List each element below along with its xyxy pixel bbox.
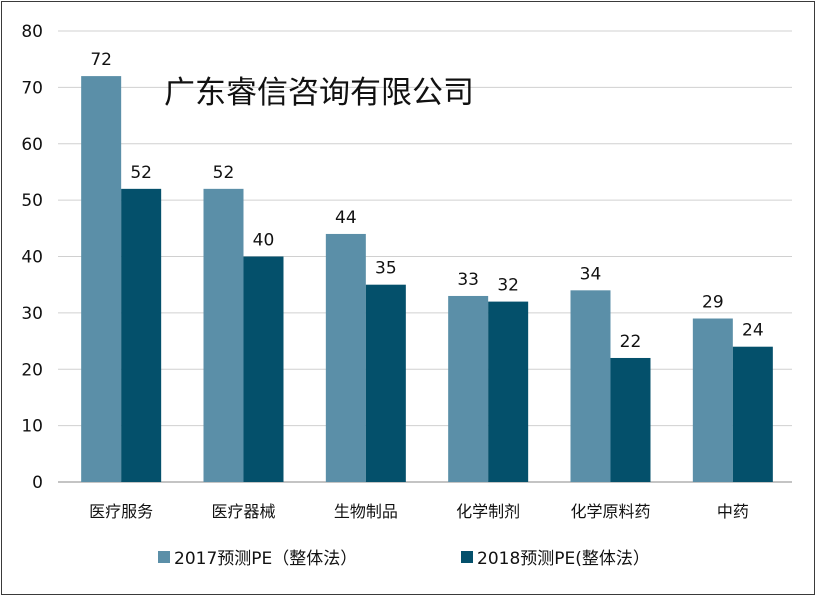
- data-label: 29: [702, 293, 724, 313]
- legend-swatch: [461, 551, 473, 563]
- bar-2017: [692, 318, 733, 482]
- data-label: 32: [497, 276, 519, 296]
- legend-swatch: [158, 551, 170, 563]
- y-tick-label: 10: [21, 417, 43, 437]
- bar-2017: [448, 295, 489, 482]
- category-label: 化学制剂: [456, 502, 520, 521]
- data-label: 34: [580, 264, 602, 284]
- data-label: 33: [457, 270, 479, 290]
- bar-2017: [570, 290, 611, 482]
- watermark-text: 广东睿信咨询有限公司: [164, 75, 474, 111]
- y-axis-ticks: 0 10 20 30 40 50 60 70 80: [21, 22, 43, 493]
- bar-2018: [488, 301, 529, 482]
- y-tick-label: 70: [21, 78, 43, 98]
- category-label: 中药: [717, 502, 749, 521]
- data-label: 52: [213, 163, 235, 183]
- bar-2017: [203, 188, 244, 482]
- y-tick-label: 30: [21, 304, 43, 324]
- bar-2018: [243, 256, 284, 482]
- bar-2018: [610, 357, 651, 482]
- y-tick-label: 50: [21, 191, 43, 211]
- bar-2018: [121, 188, 162, 482]
- y-tick-label: 0: [32, 473, 43, 493]
- bar-2018: [365, 284, 406, 482]
- data-labels: 72 52 52 40 44 35 33 32 34 22 29 24: [90, 50, 763, 352]
- legend-label: 2018预测PE(整体法）: [477, 549, 650, 569]
- y-tick-label: 20: [21, 360, 43, 380]
- category-label: 化学原料药: [570, 502, 650, 521]
- data-label: 72: [90, 50, 112, 70]
- category-label: 生物制品: [334, 502, 398, 521]
- y-tick-label: 40: [21, 248, 43, 268]
- bar-2017: [325, 233, 366, 482]
- y-tick-label: 80: [21, 22, 43, 42]
- x-axis-categories: 医疗服务 医疗器械 生物制品 化学制剂 化学原料药 中药: [89, 502, 749, 521]
- data-label: 40: [253, 231, 275, 251]
- category-label: 医疗器械: [211, 502, 275, 521]
- data-label: 35: [375, 259, 397, 279]
- data-label: 24: [742, 321, 764, 341]
- data-label: 52: [130, 163, 152, 183]
- legend-label: 2017预测PE（整体法）: [174, 549, 357, 569]
- data-label: 44: [335, 208, 357, 228]
- bars: [81, 76, 773, 482]
- category-label: 医疗服务: [89, 502, 153, 521]
- legend: 2017预测PE（整体法） 2018预测PE(整体法）: [158, 549, 650, 569]
- bar-2017: [81, 76, 122, 482]
- gridlines: [58, 30, 792, 483]
- y-tick-label: 60: [21, 135, 43, 155]
- bar-2018: [732, 346, 773, 482]
- data-label: 22: [620, 332, 642, 352]
